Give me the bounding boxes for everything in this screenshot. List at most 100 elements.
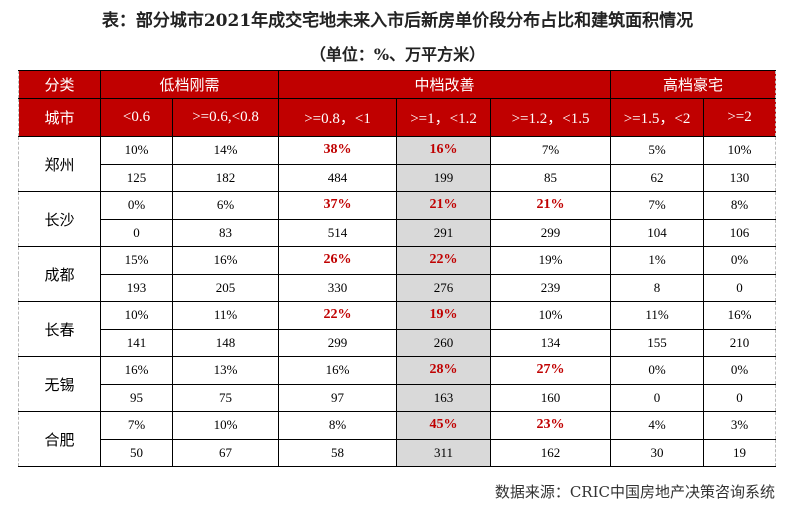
percent-cell: 15% xyxy=(100,246,173,275)
city-cell: 合肥 xyxy=(18,411,101,467)
area-cell: 199 xyxy=(396,163,492,192)
area-cell: 299 xyxy=(278,328,398,357)
area-cell: 299 xyxy=(490,218,612,247)
area-cell: 83 xyxy=(171,218,280,247)
range-header: >=0.8，<1 xyxy=(278,98,398,137)
unit-subtitle: （单位：%、万平方米） xyxy=(309,45,486,64)
percent-cell: 16% xyxy=(703,301,777,330)
area-cell: 75 xyxy=(171,383,280,412)
area-cell: 210 xyxy=(703,328,777,357)
area-cell: 162 xyxy=(490,438,612,467)
area-cell: 0 xyxy=(100,218,173,247)
percent-cell: 7% xyxy=(610,191,705,220)
city-cell: 无锡 xyxy=(18,356,101,412)
percent-cell: 11% xyxy=(171,301,280,330)
percent-cell: 10% xyxy=(490,301,612,330)
area-cell: 276 xyxy=(396,273,492,302)
percent-cell: 0% xyxy=(703,356,777,385)
percent-cell: 23% xyxy=(490,411,612,440)
city-header: 城市 xyxy=(18,98,101,137)
area-cell: 0 xyxy=(610,383,705,412)
area-cell: 260 xyxy=(396,328,492,357)
percent-cell: 28% xyxy=(396,356,492,385)
area-cell: 62 xyxy=(610,163,705,192)
percent-cell: 10% xyxy=(100,301,173,330)
table-row: 193 205 330 276 239 8 0 xyxy=(18,273,777,302)
percent-cell: 5% xyxy=(610,136,705,165)
table-row: 合肥 7% 10% 8% 45% 23% 4% 3% xyxy=(18,411,777,467)
area-cell: 0 xyxy=(703,383,777,412)
percent-cell: 27% xyxy=(490,356,612,385)
percent-cell: 19% xyxy=(396,301,492,330)
table-row: 无锡 16% 13% 16% 28% 27% 0% 0% xyxy=(18,356,777,412)
percent-cell: 13% xyxy=(171,356,280,385)
percent-cell: 10% xyxy=(171,411,280,440)
table-row: 郑州 10% 14% 38% 16% 7% 5% 10% xyxy=(18,136,777,192)
area-cell: 134 xyxy=(490,328,612,357)
area-cell: 141 xyxy=(100,328,173,357)
category-header: 分类 xyxy=(18,70,101,99)
percent-cell: 22% xyxy=(396,246,492,275)
range-header: >=1，<1.2 xyxy=(396,98,492,137)
area-cell: 50 xyxy=(100,438,173,467)
percent-cell: 0% xyxy=(610,356,705,385)
price-distribution-table: 分类 低档刚需 中档改善 高档豪宅 城市 <0.6 >=0.6,<0.8 >=0.8，<… xyxy=(18,70,777,467)
table-row: 成都 15% 16% 26% 22% 19% 1% 0% xyxy=(18,246,777,302)
percent-cell: 38% xyxy=(278,136,398,165)
area-cell: 182 xyxy=(171,163,280,192)
city-cell: 长春 xyxy=(18,301,101,357)
area-cell: 58 xyxy=(278,438,398,467)
range-header: >=1.5，<2 xyxy=(610,98,705,137)
city-cell: 郑州 xyxy=(18,136,101,192)
city-cell: 成都 xyxy=(18,246,101,302)
group-header: 高档豪宅 xyxy=(610,70,777,99)
area-cell: 97 xyxy=(278,383,398,412)
range-header: >=2 xyxy=(703,98,777,137)
percent-cell: 3% xyxy=(703,411,777,440)
area-cell: 239 xyxy=(490,273,612,302)
area-cell: 19 xyxy=(703,438,777,467)
percent-cell: 16% xyxy=(396,136,492,165)
table-row: 长沙 0% 6% 37% 21% 21% 7% 8% xyxy=(18,191,777,247)
area-cell: 0 xyxy=(703,273,777,302)
area-cell: 8 xyxy=(610,273,705,302)
area-cell: 125 xyxy=(100,163,173,192)
area-cell: 514 xyxy=(278,218,398,247)
area-cell: 160 xyxy=(490,383,612,412)
percent-cell: 10% xyxy=(100,136,173,165)
percent-cell: 0% xyxy=(703,246,777,275)
area-cell: 311 xyxy=(396,438,492,467)
range-header: <0.6 xyxy=(100,98,173,137)
data-source: 数据来源：CRIC中国房地产决策咨询系统 xyxy=(494,483,775,501)
range-header: >=1.2，<1.5 xyxy=(490,98,612,137)
percent-cell: 4% xyxy=(610,411,705,440)
area-cell: 30 xyxy=(610,438,705,467)
table-row: 95 75 97 163 160 0 0 xyxy=(18,383,777,412)
percent-cell: 8% xyxy=(278,411,398,440)
percent-cell: 26% xyxy=(278,246,398,275)
percent-cell: 19% xyxy=(490,246,612,275)
table-row: 125 182 484 199 85 62 130 xyxy=(18,163,777,192)
area-cell: 291 xyxy=(396,218,492,247)
table-title: 表：部分城市2021年成交宅地未来入市后新房单价段分布占比和建筑面积情况 xyxy=(101,11,694,31)
area-cell: 163 xyxy=(396,383,492,412)
table-row: 50 67 58 311 162 30 19 xyxy=(18,438,777,467)
area-cell: 330 xyxy=(278,273,398,302)
percent-cell: 37% xyxy=(278,191,398,220)
area-cell: 104 xyxy=(610,218,705,247)
percent-cell: 22% xyxy=(278,301,398,330)
percent-cell: 8% xyxy=(703,191,777,220)
city-cell: 长沙 xyxy=(18,191,101,247)
area-cell: 193 xyxy=(100,273,173,302)
percent-cell: 7% xyxy=(490,136,612,165)
percent-cell: 10% xyxy=(703,136,777,165)
area-cell: 205 xyxy=(171,273,280,302)
area-cell: 95 xyxy=(100,383,173,412)
percent-cell: 16% xyxy=(278,356,398,385)
group-header: 中档改善 xyxy=(278,70,612,99)
table-row: 0 83 514 291 299 104 106 xyxy=(18,218,777,247)
area-cell: 155 xyxy=(610,328,705,357)
percent-cell: 21% xyxy=(396,191,492,220)
area-cell: 484 xyxy=(278,163,398,192)
percent-cell: 16% xyxy=(171,246,280,275)
